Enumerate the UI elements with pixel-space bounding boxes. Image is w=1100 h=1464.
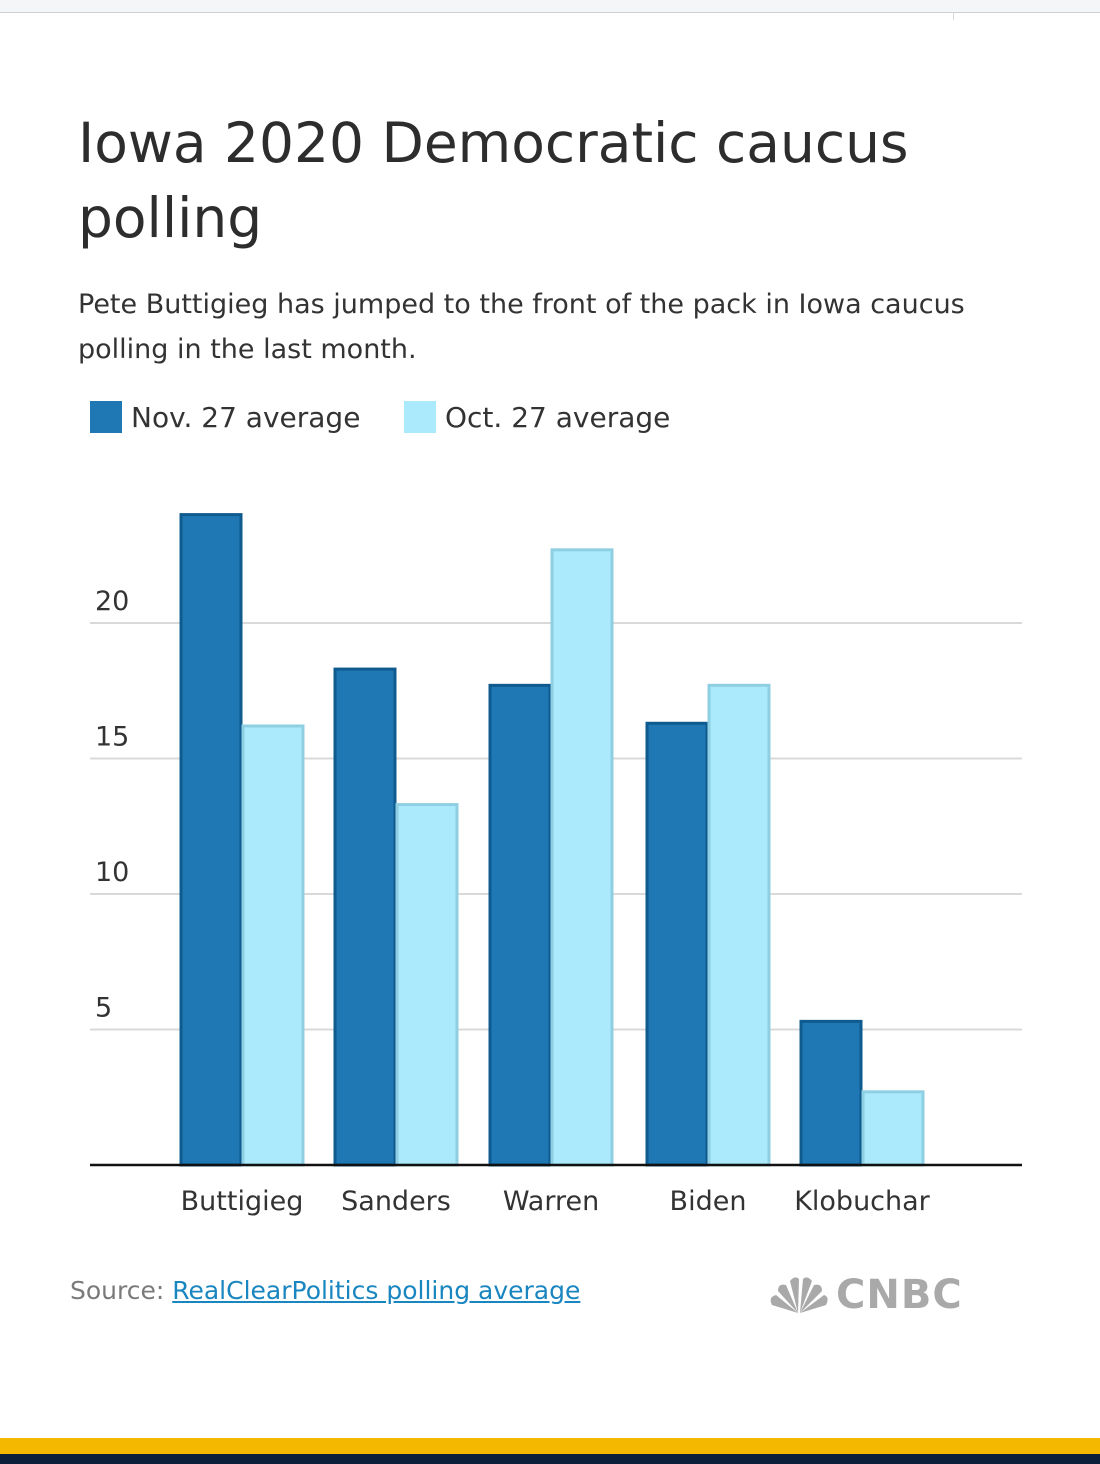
peacock-icon: [770, 1277, 828, 1313]
footer-navy-band: [0, 1454, 1100, 1464]
bar-warren-oct: [550, 548, 614, 1167]
top-bar-divider: [953, 12, 954, 20]
y-tick-label-15: 15: [95, 722, 129, 753]
source-prefix: Source:: [70, 1276, 173, 1305]
legend-swatch-nov: [90, 401, 122, 433]
bar-chart: 5 10 15 20 Buttigieg Sanders Warren Biden Klobuc…: [90, 513, 1022, 1217]
bar-klobuchar-oct: [861, 1090, 925, 1167]
browser-top-bar: [0, 0, 1100, 13]
legend-label-nov: Nov. 27 average: [131, 400, 361, 434]
source-link[interactable]: RealClearPolitics polling average: [172, 1276, 581, 1305]
y-tick-label-10: 10: [95, 857, 129, 888]
bar-warren-nov: [488, 683, 552, 1167]
source-line: Source: RealClearPolitics polling averag…: [70, 1276, 580, 1305]
x-tick-label-warren: Warren: [503, 1186, 599, 1217]
x-tick-label-biden: Biden: [670, 1186, 747, 1217]
bar-klobuchar-nov: [799, 1019, 863, 1167]
x-tick-label-sanders: Sanders: [341, 1186, 451, 1217]
bar-biden-oct: [707, 683, 771, 1167]
chart-title: Iowa 2020 Democratic caucus polling: [78, 111, 909, 250]
x-tick-label-buttigieg: Buttigieg: [181, 1186, 304, 1217]
legend-item-oct: Oct. 27 average: [404, 397, 670, 437]
y-tick-label-5: 5: [95, 993, 112, 1024]
chart-subtitle: Pete Buttigieg has jumped to the front o…: [78, 289, 965, 365]
legend-swatch-oct: [404, 401, 436, 433]
cnbc-logo-text: CNBC: [836, 1272, 963, 1318]
x-tick-label-klobuchar: Klobuchar: [794, 1186, 930, 1217]
bar-buttigieg-nov: [179, 513, 243, 1167]
bar-buttigieg-oct: [241, 724, 305, 1167]
bar-biden-nov: [645, 721, 709, 1167]
legend-label-oct: Oct. 27 average: [445, 400, 671, 434]
cnbc-logo: CNBC: [768, 1272, 963, 1318]
bar-sanders-nov: [333, 667, 397, 1167]
y-tick-label-20: 20: [95, 586, 129, 617]
legend-item-nov: Nov. 27 average: [90, 397, 360, 437]
footer-gold-band: [0, 1438, 1100, 1454]
bar-sanders-oct: [395, 803, 459, 1167]
